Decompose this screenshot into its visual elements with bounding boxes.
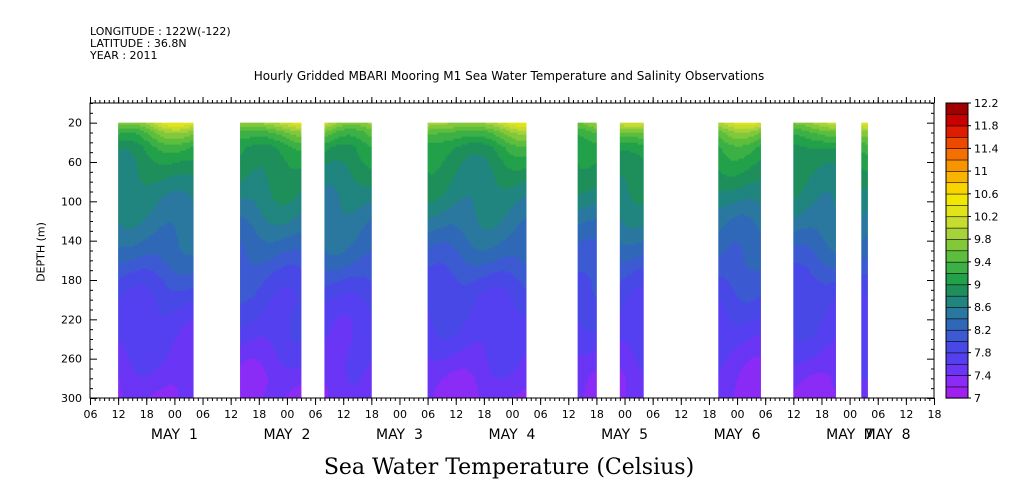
x-tick-label: 18 (365, 408, 379, 421)
x-tick-label: 06 (646, 408, 660, 421)
x-tick-label: 12 (337, 408, 351, 421)
colorbar-swatch (946, 251, 968, 263)
y-tick-label: 60 (68, 156, 82, 169)
x-tick-label: 12 (674, 408, 688, 421)
colorbar-swatch (946, 216, 968, 228)
colorbar-label: 8.2 (974, 324, 992, 337)
x-tick-label: 18 (140, 408, 154, 421)
colorbar-label: 7.8 (974, 347, 992, 360)
x-day-label: MAY 2 (263, 427, 310, 443)
y-tick-label: 220 (61, 313, 82, 326)
x-tick-label: 00 (393, 408, 407, 421)
data-segment (861, 123, 868, 399)
colorbar-swatch (946, 239, 968, 251)
colorbar-swatch (946, 137, 968, 149)
colorbar-swatch (946, 273, 968, 285)
x-day-label: MAY 8 (864, 427, 911, 443)
colorbar-swatch (946, 307, 968, 319)
colorbar-swatch (946, 182, 968, 194)
colorbar-label: 12.2 (974, 97, 999, 110)
x-tick-label: 00 (618, 408, 632, 421)
x-tick-label: 18 (815, 408, 829, 421)
colorbar-swatch (946, 341, 968, 353)
colorbar-swatch (946, 330, 968, 342)
colorbar-swatch (946, 285, 968, 297)
x-tick-label: 00 (506, 408, 520, 421)
x-tick-label: 18 (702, 408, 716, 421)
colorbar-label: 7.4 (974, 369, 992, 382)
colorbar-swatch (946, 353, 968, 365)
colorbar-label: 9 (974, 279, 981, 292)
colorbar-label: 11 (974, 165, 988, 178)
colorbar-swatch (946, 228, 968, 240)
y-tick-label: 180 (61, 274, 82, 287)
data-segment (118, 123, 193, 399)
x-day-label: MAY 6 (714, 427, 761, 443)
colorbar-label: 11.8 (974, 120, 999, 133)
x-tick-label: 18 (252, 408, 266, 421)
x-tick-label: 18 (590, 408, 604, 421)
colorbar-swatch (946, 194, 968, 206)
x-tick-label: 06 (759, 408, 773, 421)
x-tick-label: 06 (421, 408, 435, 421)
x-tick-label: 12 (787, 408, 801, 421)
x-tick-label: 00 (168, 408, 182, 421)
data-segment (240, 123, 301, 399)
x-tick-label: 06 (84, 408, 98, 421)
y-tick-label: 140 (61, 235, 82, 248)
y-tick-label: 100 (61, 195, 82, 208)
colorbar-label: 10.6 (974, 188, 999, 201)
y-tick-label: 260 (61, 353, 82, 366)
contour-data-layer (118, 123, 868, 399)
x-tick-label: 00 (843, 408, 857, 421)
x-tick-label: 06 (309, 408, 323, 421)
data-segment (578, 123, 597, 399)
x-day-label: MAY 1 (151, 427, 198, 443)
colorbar-label: 8.6 (974, 301, 992, 314)
colorbar-swatch (946, 387, 968, 399)
colorbar-swatch (946, 114, 968, 126)
x-tick-label: 18 (477, 408, 491, 421)
data-segment (718, 123, 761, 399)
colorbar-swatch (946, 375, 968, 387)
data-segment (620, 123, 644, 399)
x-day-label: MAY 3 (376, 427, 423, 443)
data-segment (324, 123, 371, 399)
y-tick-label: 20 (68, 117, 82, 130)
x-tick-label: 12 (562, 408, 576, 421)
x-tick-label: 12 (899, 408, 913, 421)
x-day-label: MAY 4 (489, 427, 536, 443)
colorbar-label: 9.4 (974, 256, 992, 269)
x-tick-label: 12 (112, 408, 126, 421)
data-segment (428, 123, 527, 399)
x-tick-label: 00 (280, 408, 294, 421)
colorbar-swatch (946, 103, 968, 115)
x-tick-label: 00 (731, 408, 745, 421)
x-tick-label: 12 (224, 408, 238, 421)
x-tick-label: 06 (534, 408, 548, 421)
colorbar: 7 7.4 7.8 8.2 8.6 9 9.4 9.8 10.2 10.6 11 11.4 11.8 12… (946, 97, 999, 405)
colorbar-swatch (946, 262, 968, 274)
x-tick-label: 18 (928, 408, 942, 421)
x-tick-label: 06 (871, 408, 885, 421)
colorbar-label: 9.8 (974, 233, 992, 246)
colorbar-swatch (946, 205, 968, 217)
colorbar-swatch (946, 148, 968, 160)
colorbar-swatch (946, 171, 968, 183)
colorbar-label: 11.4 (974, 142, 999, 155)
colorbar-label: 7 (974, 392, 981, 405)
colorbar-swatch (946, 364, 968, 376)
x-tick-label: 12 (449, 408, 463, 421)
colorbar-swatch (946, 296, 968, 308)
x-day-label: MAY 5 (601, 427, 648, 443)
colorbar-swatch (946, 126, 968, 138)
colorbar-swatch (946, 319, 968, 331)
x-tick-label: 06 (196, 408, 210, 421)
data-segment (793, 123, 836, 399)
colorbar-label: 10.2 (974, 210, 999, 223)
colorbar-swatch (946, 160, 968, 172)
y-tick-label: 300 (61, 392, 82, 405)
